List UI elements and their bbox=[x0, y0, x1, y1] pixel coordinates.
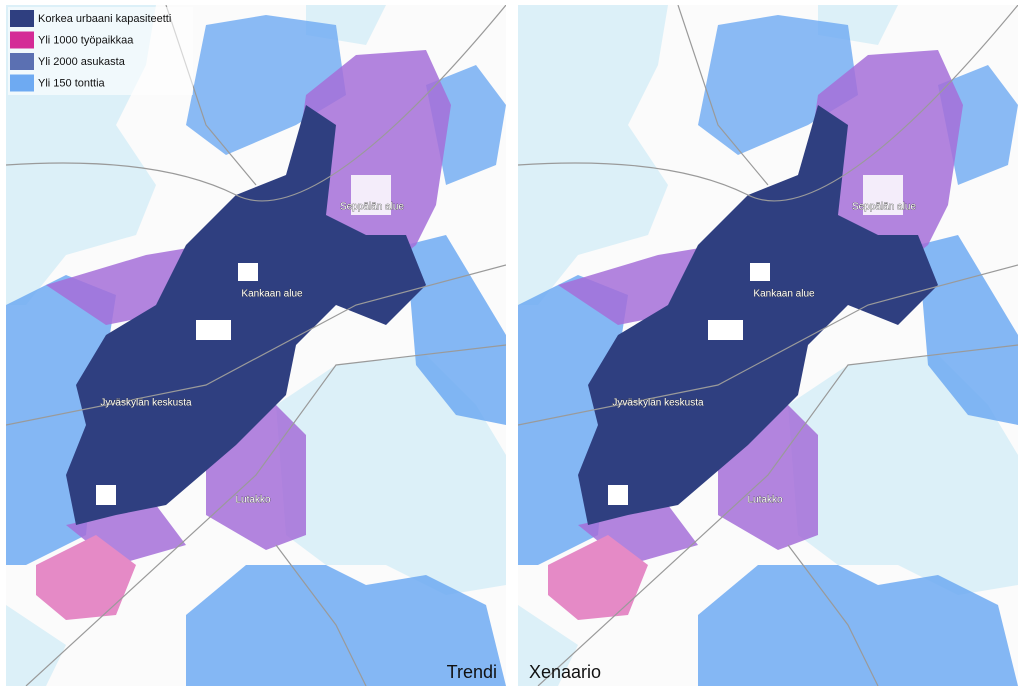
legend-swatch bbox=[10, 10, 34, 27]
legend-box bbox=[8, 7, 193, 95]
place-label: Seppälän alue bbox=[340, 202, 404, 213]
place-label: Kankaan alue bbox=[753, 289, 815, 300]
legend-label: Yli 150 tonttia bbox=[38, 77, 106, 89]
place-labels: Seppälän alue Kankaan alue Jyväskylän kesk… bbox=[100, 201, 917, 682]
legend-swatch bbox=[10, 74, 34, 92]
place-label: Kankaan alue bbox=[241, 289, 303, 300]
map-trendi bbox=[6, 5, 506, 686]
place-label: Lutakko bbox=[235, 495, 270, 506]
legend-label: Yli 2000 asukasta bbox=[38, 56, 126, 68]
place-label: Seppälän alue bbox=[852, 202, 916, 213]
panel-title: Trendi bbox=[447, 662, 497, 682]
place-label: Lutakko bbox=[747, 495, 782, 506]
legend-label: Yli 1000 työpaikkaa bbox=[38, 34, 134, 46]
legend-label: Korkea urbaani kapasiteetti bbox=[38, 13, 171, 25]
legend: Korkea urbaani kapasiteetti Yli 1000 työp… bbox=[8, 7, 193, 95]
legend-swatch bbox=[10, 31, 34, 49]
place-label: Jyväskylän keskusta bbox=[612, 398, 704, 409]
legend-swatch bbox=[10, 53, 34, 70]
place-label: Jyväskylän keskusta bbox=[100, 398, 192, 409]
panel-title: Xenaario bbox=[529, 662, 601, 682]
map-xenaario bbox=[518, 5, 1018, 686]
